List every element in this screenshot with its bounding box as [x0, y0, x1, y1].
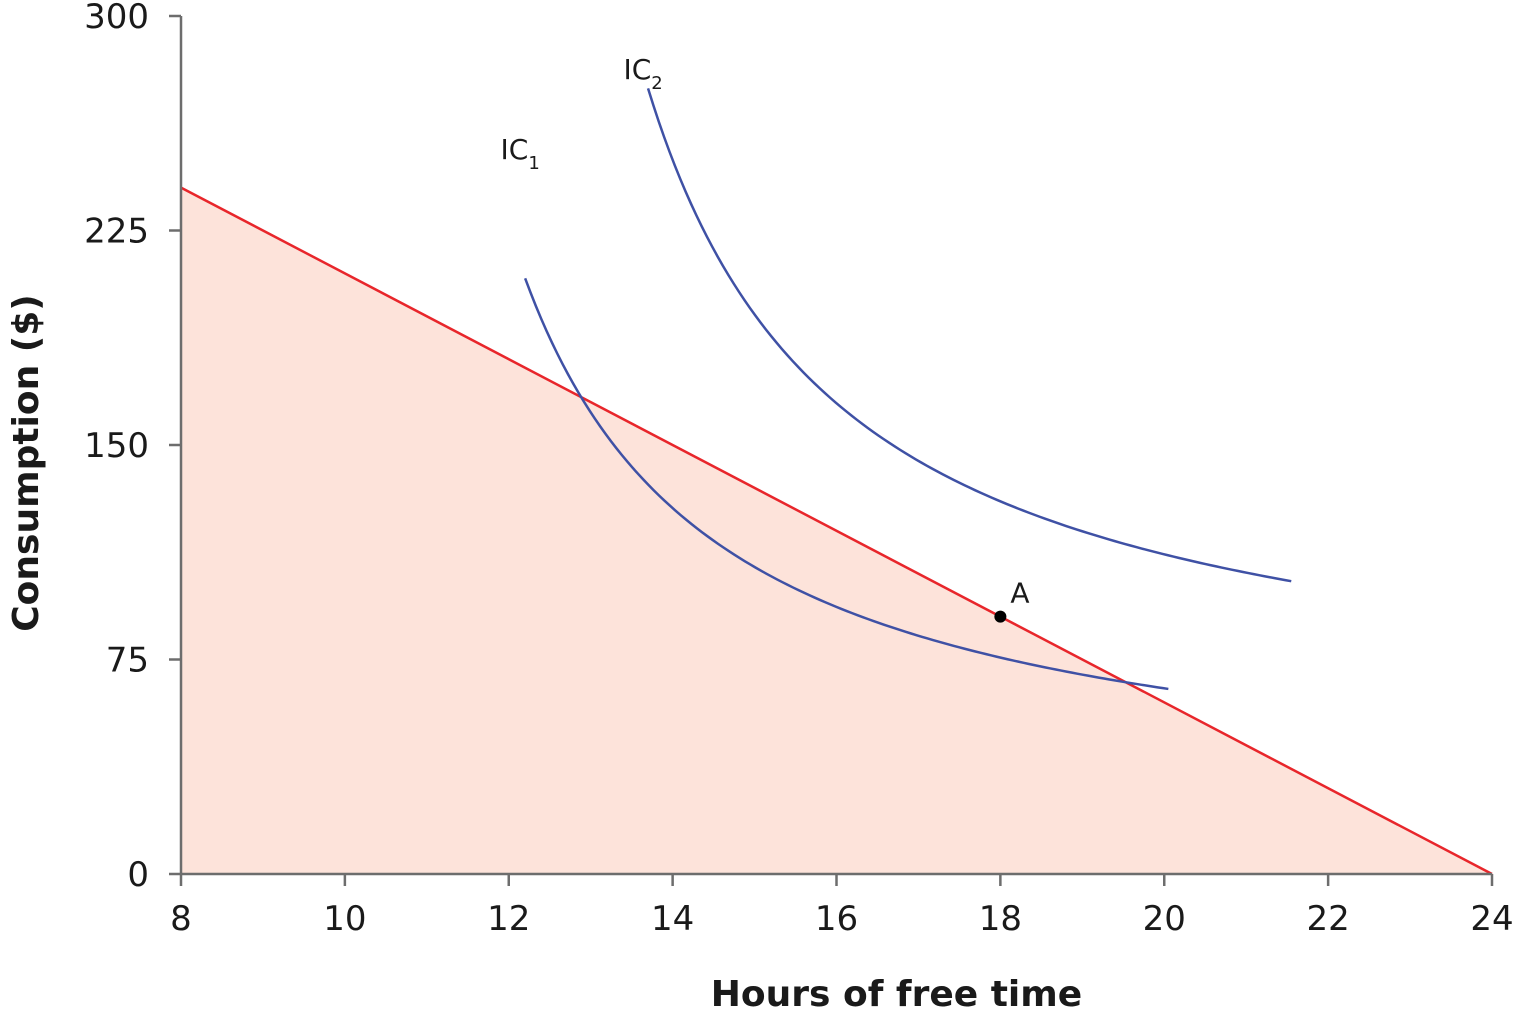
y-tick-label: 0	[127, 855, 149, 895]
x-tick-label: 14	[651, 899, 694, 939]
indifference-curve-2	[646, 87, 1292, 583]
x-tick-label: 8	[170, 899, 192, 939]
x-tick-label: 16	[815, 899, 858, 939]
y-tick-label: 150	[84, 426, 149, 466]
indifference-curve-1	[523, 277, 1169, 691]
y-tick-label: 75	[106, 641, 149, 681]
x-tick-label: 22	[1306, 899, 1349, 939]
labels: IC1 IC2 8 10 12 14 16 18 20 22 24 0 75 150 225 300 Hours…	[6, 0, 1514, 1015]
y-tick-label: 300	[84, 0, 149, 37]
x-tick-label: 18	[979, 899, 1022, 939]
budget-line	[180, 186, 1493, 876]
x-tick-label: 20	[1143, 899, 1186, 939]
x-axis-title: Hours of free time	[711, 974, 1082, 1015]
indifference-curve-label-2: IC2	[623, 53, 662, 94]
point-label-a: A	[1010, 577, 1029, 610]
x-tick-label: 10	[323, 899, 366, 939]
y-axis-title: Consumption ($)	[6, 294, 47, 632]
plot-area	[180, 87, 1493, 876]
point-a	[994, 610, 1007, 623]
axes	[169, 14, 1494, 886]
indifference-curve-label-1: IC1	[501, 133, 540, 174]
x-tick-label: 12	[487, 899, 530, 939]
y-tick-label: 225	[84, 212, 149, 252]
x-tick-label: 24	[1470, 899, 1513, 939]
